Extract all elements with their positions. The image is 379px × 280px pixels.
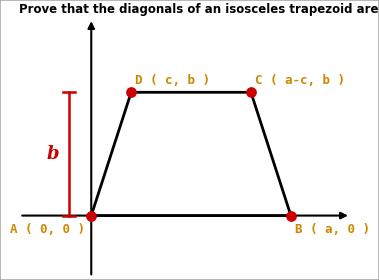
Point [88,213,94,218]
Text: b: b [47,145,59,163]
Point [248,90,254,95]
Text: D ( c, b ): D ( c, b ) [135,74,210,87]
Text: Prove that the diagonals of an isosceles trapezoid are congruent: Prove that the diagonals of an isosceles… [19,3,379,16]
Text: A ( 0, 0 ): A ( 0, 0 ) [10,223,85,236]
Point [128,90,134,95]
Text: C ( a-c, b ): C ( a-c, b ) [255,74,345,87]
Text: B ( a, 0 ): B ( a, 0 ) [295,223,370,236]
Point [288,213,294,218]
